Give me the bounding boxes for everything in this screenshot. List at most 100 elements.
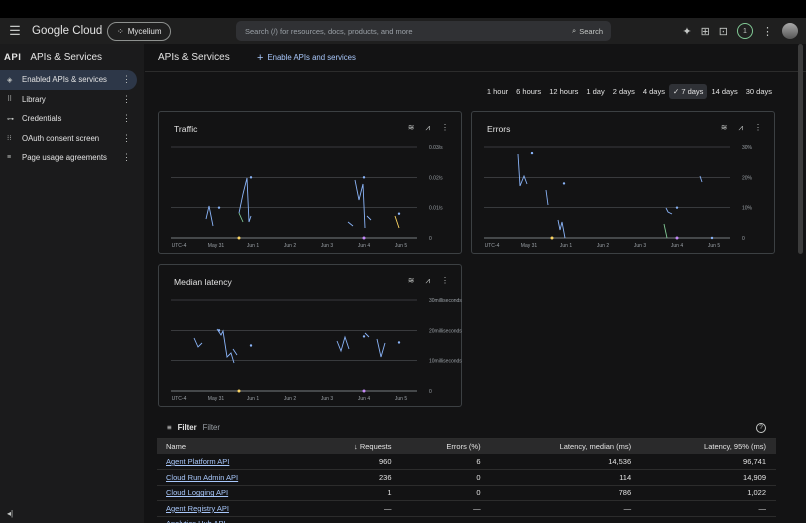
sidebar-item-credentials[interactable]: ⊶ Credentials ⋮ bbox=[0, 109, 137, 129]
x-tick-label: UTC-4 bbox=[485, 243, 500, 249]
legend-toggle-icon[interactable]: ≋ bbox=[720, 123, 728, 132]
more-vert-icon[interactable]: ⋮ bbox=[122, 113, 131, 124]
col-errors[interactable]: Errors (%) bbox=[446, 442, 481, 451]
data-point bbox=[362, 176, 366, 179]
range-30-days[interactable]: 30 days bbox=[745, 87, 772, 96]
range-1-hour[interactable]: 1 hour bbox=[486, 87, 509, 96]
col-name[interactable]: Name bbox=[166, 442, 187, 451]
filter-input[interactable]: Filter bbox=[202, 423, 220, 432]
search-icon: ⌕ bbox=[572, 26, 577, 35]
sidebar-item-enabled-apis[interactable]: ◈ Enabled APIs & services ⋮ bbox=[0, 70, 137, 90]
table-cell: — bbox=[306, 500, 402, 517]
series-line bbox=[663, 223, 668, 239]
col-latency-95[interactable]: Latency, 95% (ms) bbox=[704, 442, 766, 451]
help-icon[interactable]: ? bbox=[756, 422, 766, 433]
menu-icon[interactable]: ☰ bbox=[9, 23, 21, 38]
main-content: APIs & Services + Enable APIs and servic… bbox=[145, 44, 806, 523]
series-line bbox=[394, 215, 400, 229]
more-vert-icon[interactable]: ⋮ bbox=[754, 123, 762, 132]
range-1-day[interactable]: 1 day bbox=[586, 87, 605, 96]
table-row[interactable]: Agent Registry API — — — — bbox=[157, 500, 776, 517]
table-row[interactable]: Analytics Hub API bbox=[157, 516, 776, 523]
table-cell: — bbox=[641, 500, 776, 517]
legend-toggle-icon[interactable]: ≋ bbox=[407, 276, 415, 285]
x-tick-label: Jun 2 bbox=[597, 243, 609, 249]
table-cell bbox=[641, 516, 776, 523]
col-latency-median[interactable]: Latency, median (ms) bbox=[559, 442, 632, 451]
top-bar: ☰ Google Cloud ⁘ Mycelium Search (/) for… bbox=[0, 18, 806, 44]
col-requests[interactable]: ↓ Requests bbox=[307, 439, 402, 454]
sidebar-item-page-usage[interactable]: ≡ Page usage agreements ⋮ bbox=[0, 148, 137, 168]
api-name-link[interactable]: Cloud Run Admin API bbox=[157, 469, 307, 486]
traffic-chart-card: Traffic ≋ ⩘ ⋮ 0.03/s 0.02/s 0.01/s 0 UTC-4 Ma… bbox=[158, 111, 462, 254]
latency-chart: 30milliseconds 20milliseconds 10millisecon… bbox=[171, 298, 462, 402]
errors-chart-card: Errors ≋ ⩘ ⋮ 30% 20% 10% 0 UTC-4 May 31 Jun 1 J… bbox=[471, 111, 775, 254]
settings-list-icon: ≡ bbox=[7, 154, 12, 162]
sparkle-icon[interactable]: ✦ bbox=[682, 25, 692, 38]
avatar[interactable] bbox=[782, 23, 798, 39]
more-vert-icon[interactable]: ⋮ bbox=[122, 74, 131, 85]
table-row[interactable]: Cloud Logging API 1 0 786 1,022 bbox=[157, 485, 776, 501]
traffic-chart: 0.03/s 0.02/s 0.01/s 0 UTC-4 May 31 Jun 1 Jun 2… bbox=[171, 145, 443, 249]
api-table: Name ↓ Requests Errors (%) Latency, medi… bbox=[157, 439, 776, 523]
x-tick-label: May 31 bbox=[208, 243, 225, 249]
window-top-strip bbox=[0, 0, 806, 18]
enable-apis-button[interactable]: + Enable APIs and services bbox=[257, 52, 356, 64]
x-tick-label: Jun 3 bbox=[634, 243, 646, 249]
filter-icon: ≡ bbox=[167, 423, 172, 432]
series-line bbox=[557, 219, 566, 239]
notification-count[interactable]: 1 bbox=[737, 23, 753, 39]
more-vert-icon[interactable]: ⋮ bbox=[441, 276, 449, 285]
range-14-days[interactable]: 14 days bbox=[711, 87, 738, 96]
filter-bar[interactable]: ≡ Filter Filter ? bbox=[157, 417, 776, 439]
data-point bbox=[530, 151, 534, 155]
range-2-days[interactable]: 2 days bbox=[612, 87, 635, 96]
y-tick-label: 0.03/s bbox=[429, 145, 443, 151]
api-name-link[interactable]: Analytics Hub API bbox=[157, 516, 307, 523]
chart-explore-icon[interactable]: ⩘ bbox=[425, 123, 430, 132]
table-cell: 0 bbox=[401, 469, 491, 486]
chart-explore-icon[interactable]: ⩘ bbox=[738, 123, 743, 132]
sidebar-item-library[interactable]: ⠿ Library ⋮ bbox=[0, 90, 137, 110]
series-line bbox=[216, 328, 235, 364]
api-name-link[interactable]: Agent Platform API bbox=[157, 454, 307, 470]
sidebar-item-label: OAuth consent screen bbox=[22, 133, 100, 143]
api-name-link[interactable]: Cloud Logging API bbox=[157, 485, 307, 501]
gift-icon[interactable]: ⊞ bbox=[700, 25, 710, 38]
range-6-hours[interactable]: 6 hours bbox=[516, 87, 542, 96]
collapse-sidebar-icon[interactable]: ◂| bbox=[7, 509, 14, 518]
project-picker[interactable]: ⁘ Mycelium bbox=[107, 21, 172, 41]
search-button[interactable]: ⌕ Search bbox=[572, 26, 603, 36]
sidebar-header: API APIs & Services bbox=[0, 44, 144, 70]
more-vert-icon[interactable]: ⋮ bbox=[122, 132, 131, 143]
range-12-hours[interactable]: 12 hours bbox=[549, 87, 579, 96]
more-vert-icon[interactable]: ⋮ bbox=[122, 152, 131, 163]
data-point bbox=[217, 206, 221, 209]
x-tick-label: Jun 1 bbox=[247, 243, 259, 249]
table-row[interactable]: Cloud Run Admin API 236 0 114 14,909 bbox=[157, 469, 776, 486]
plus-icon: + bbox=[257, 51, 264, 64]
range-7-days[interactable]: ✓ 7 days bbox=[668, 84, 708, 99]
range-4-days[interactable]: 4 days bbox=[642, 87, 665, 96]
table-row[interactable]: Agent Platform API 960 6 14,536 96,741 bbox=[157, 454, 776, 470]
table-cell: 960 bbox=[306, 454, 402, 470]
search-button-label: Search bbox=[579, 26, 603, 36]
latency-chart-card: Median latency ≋ ⩘ ⋮ 30milliseconds 20mil… bbox=[158, 264, 462, 407]
y-tick-label: 0.01/s bbox=[429, 206, 443, 212]
y-tick-label: 30% bbox=[742, 145, 753, 151]
chart-explore-icon[interactable]: ⩘ bbox=[425, 276, 430, 285]
more-vert-icon[interactable]: ⋮ bbox=[122, 93, 131, 104]
api-name-link[interactable]: Agent Registry API bbox=[157, 500, 307, 517]
legend-toggle-icon[interactable]: ≋ bbox=[407, 123, 415, 132]
sidebar-title: APIs & Services bbox=[30, 51, 103, 63]
terminal-icon[interactable]: ⊡ bbox=[718, 25, 728, 38]
more-vert-icon[interactable]: ⋮ bbox=[441, 123, 449, 132]
data-point bbox=[397, 212, 401, 215]
x-tick-label: Jun 1 bbox=[247, 396, 259, 402]
y-tick-label: 30milliseconds bbox=[429, 298, 462, 304]
search-input[interactable]: Search (/) for resources, docs, products… bbox=[236, 21, 611, 41]
product-logo[interactable]: Google Cloud bbox=[32, 25, 103, 37]
sidebar-item-oauth[interactable]: ⁝⁝ OAuth consent screen ⋮ bbox=[0, 129, 137, 149]
more-vert-icon[interactable]: ⋮ bbox=[762, 25, 773, 38]
scrollbar[interactable] bbox=[798, 44, 803, 254]
